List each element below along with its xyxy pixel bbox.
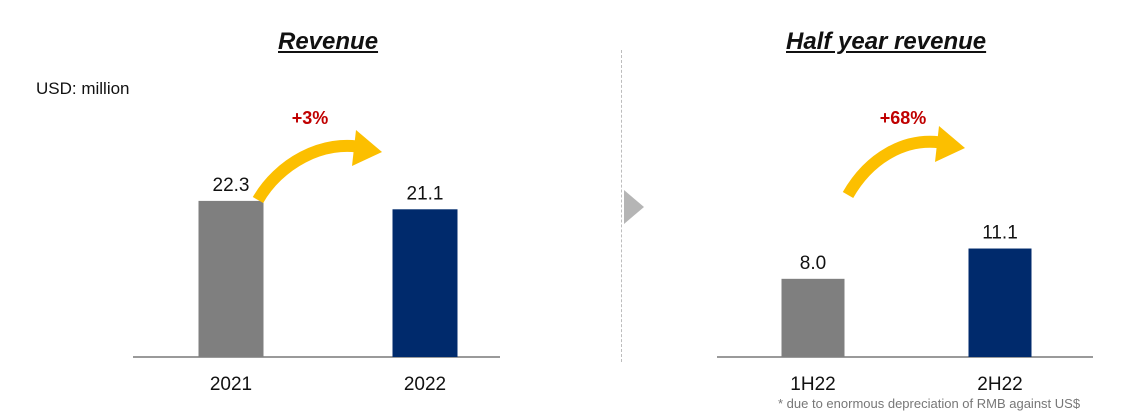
category-label-2022: 2022 [404,374,446,395]
value-label-2021: 22.3 [213,175,250,196]
footnote: * due to enormous depreciation of RMB ag… [778,396,1081,411]
category-label-1H22: 1H22 [790,374,835,395]
bar-1H22 [781,278,845,357]
bar-2022 [392,209,458,357]
chart-title-revenue: Revenue [278,28,379,55]
growth-label: +68% [880,108,927,128]
value-label-2H22: 11.1 [982,223,1018,244]
bar-2021 [198,200,264,357]
chevron-right-icon [624,190,644,224]
category-label-2021: 2021 [210,374,252,395]
category-label-2H22: 2H22 [977,374,1022,395]
growth-arrow-head [352,130,382,166]
unit-label: USD: million [36,79,130,98]
growth-arrow-head [935,126,965,162]
value-label-2022: 21.1 [407,183,444,204]
growth-label: +3% [292,108,329,128]
panel-divider [621,50,622,362]
bar-2H22 [968,248,1032,357]
growth-arrow [252,139,368,204]
chart-title-half-year-revenue: Half year revenue [786,28,987,55]
growth-arrow [842,135,951,199]
value-label-1H22: 8.0 [800,253,826,274]
